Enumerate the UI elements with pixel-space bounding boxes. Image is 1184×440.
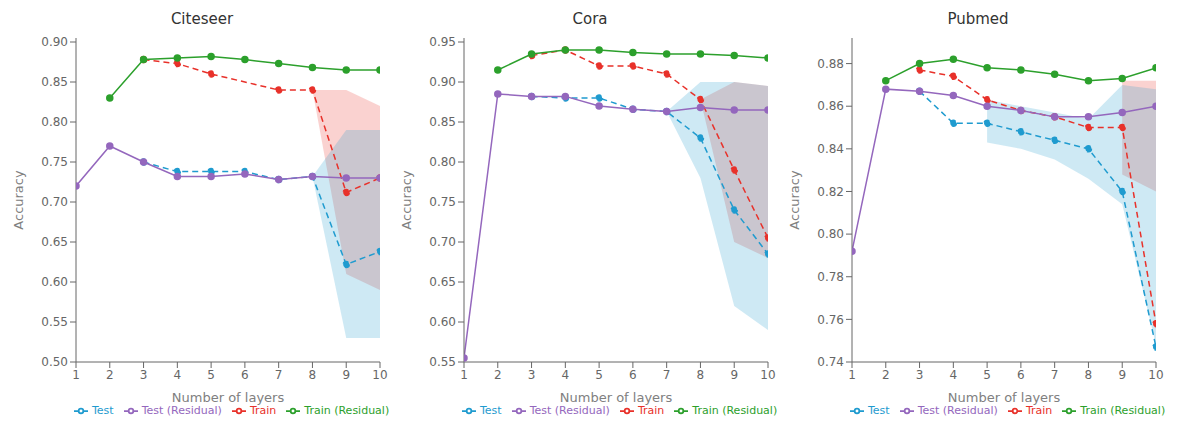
svg-text:0.65: 0.65 xyxy=(429,275,456,289)
svg-text:5: 5 xyxy=(983,368,991,382)
svg-text:0.86: 0.86 xyxy=(817,99,844,113)
svg-text:3: 3 xyxy=(916,368,924,382)
svg-text:6: 6 xyxy=(629,368,637,382)
svg-text:0.50: 0.50 xyxy=(41,355,68,369)
svg-text:8: 8 xyxy=(697,368,705,382)
html-text:Pubmed: Pubmed xyxy=(947,10,1009,28)
svg-text:9: 9 xyxy=(1118,368,1126,382)
svg-text:2: 2 xyxy=(494,368,502,382)
svg-text:Accuracy: Accuracy xyxy=(787,170,802,230)
html-text:Citeseer: Citeseer xyxy=(170,10,234,28)
svg-text:9: 9 xyxy=(342,368,350,382)
html-text:Test (Residual): Test (Residual) xyxy=(141,404,222,417)
html-text:Test: Test xyxy=(92,404,114,417)
svg-text:0.88: 0.88 xyxy=(817,57,844,71)
svg-text:0.85: 0.85 xyxy=(429,115,456,129)
svg-text:7: 7 xyxy=(663,368,671,382)
svg-text:3: 3 xyxy=(140,368,148,382)
svg-text:3: 3 xyxy=(528,368,536,382)
svg-text:0.75: 0.75 xyxy=(41,155,68,169)
svg-text:2: 2 xyxy=(106,368,114,382)
svg-text:0.85: 0.85 xyxy=(41,75,68,89)
svg-text:0.60: 0.60 xyxy=(429,315,456,329)
svg-text:1: 1 xyxy=(460,368,468,382)
svg-text:0.55: 0.55 xyxy=(429,355,456,369)
svg-text:0.80: 0.80 xyxy=(429,155,456,169)
svg-text:8: 8 xyxy=(309,368,317,382)
svg-text:Accuracy: Accuracy xyxy=(399,170,414,230)
svg-text:Accuracy: Accuracy xyxy=(11,170,26,230)
svg-text:0.70: 0.70 xyxy=(41,195,68,209)
svg-text:6: 6 xyxy=(1017,368,1025,382)
svg-text:0.75: 0.75 xyxy=(429,195,456,209)
svg-text:6: 6 xyxy=(241,368,249,382)
svg-text:10: 10 xyxy=(760,368,775,382)
svg-text:0.70: 0.70 xyxy=(429,235,456,249)
html-text:Train: Train xyxy=(637,404,665,417)
html-text:Test: Test xyxy=(480,404,502,417)
svg-text:0.76: 0.76 xyxy=(817,313,844,327)
html-text:Train: Train xyxy=(249,404,277,417)
svg-text:Number of layers: Number of layers xyxy=(948,390,1061,405)
svg-text:8: 8 xyxy=(1085,368,1093,382)
svg-text:Number of layers: Number of layers xyxy=(172,390,285,405)
svg-text:5: 5 xyxy=(595,368,603,382)
svg-text:5: 5 xyxy=(207,368,215,382)
svg-text:0.90: 0.90 xyxy=(41,35,68,49)
svg-text:4: 4 xyxy=(174,368,182,382)
svg-text:0.90: 0.90 xyxy=(429,75,456,89)
svg-text:0.74: 0.74 xyxy=(817,355,844,369)
html-text:Train (Residual): Train (Residual) xyxy=(692,404,778,417)
svg-text:9: 9 xyxy=(730,368,738,382)
svg-text:0.95: 0.95 xyxy=(429,35,456,49)
svg-text:1: 1 xyxy=(72,368,80,382)
html-text:Test (Residual): Test (Residual) xyxy=(529,404,610,417)
svg-text:0.80: 0.80 xyxy=(817,227,844,241)
svg-text:10: 10 xyxy=(1148,368,1163,382)
svg-text:0.84: 0.84 xyxy=(817,142,844,156)
html-text:Train (Residual): Train (Residual) xyxy=(1080,404,1166,417)
html-text:Test: Test xyxy=(868,404,890,417)
svg-text:4: 4 xyxy=(950,368,958,382)
html-text:Train (Residual): Train (Residual) xyxy=(304,404,390,417)
html-text:Train: Train xyxy=(1025,404,1053,417)
svg-text:0.80: 0.80 xyxy=(41,115,68,129)
svg-text:0.82: 0.82 xyxy=(817,185,844,199)
svg-text:1: 1 xyxy=(848,368,856,382)
svg-text:0.65: 0.65 xyxy=(41,235,68,249)
html-text:Test (Residual): Test (Residual) xyxy=(917,404,998,417)
html-text:Cora: Cora xyxy=(572,10,608,28)
svg-text:0.55: 0.55 xyxy=(41,315,68,329)
svg-text:4: 4 xyxy=(562,368,570,382)
svg-text:2: 2 xyxy=(882,368,890,382)
svg-text:0.60: 0.60 xyxy=(41,275,68,289)
svg-text:Number of layers: Number of layers xyxy=(560,390,673,405)
svg-text:7: 7 xyxy=(275,368,283,382)
svg-text:0.78: 0.78 xyxy=(817,270,844,284)
svg-text:7: 7 xyxy=(1051,368,1059,382)
svg-text:10: 10 xyxy=(372,368,387,382)
